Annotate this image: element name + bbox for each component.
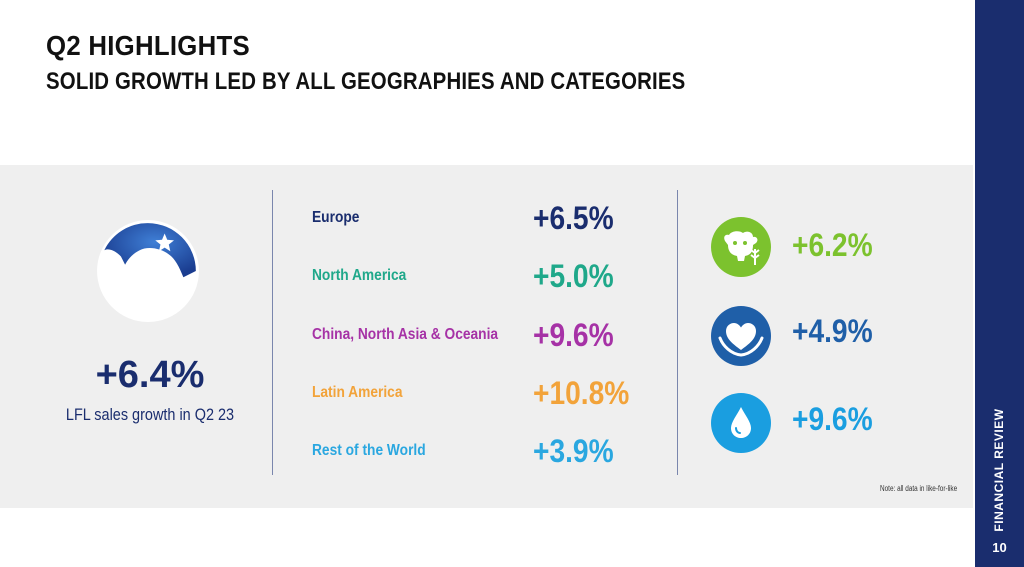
- footnote: Note: all data in like-for-like: [880, 484, 958, 493]
- heart-hands-icon: [711, 306, 771, 366]
- category-value-heart-hands: +4.9%: [792, 313, 873, 349]
- region-value-europe: +6.5%: [533, 200, 614, 236]
- hero-growth-value: +6.4%: [95, 354, 205, 396]
- region-label-rest-of-world: Rest of the World: [312, 442, 426, 459]
- section-label-text: FINANCIAL REVIEW: [992, 408, 1006, 532]
- region-value-north-america: +5.0%: [533, 258, 614, 294]
- region-value-rest-of-world: +3.9%: [533, 433, 614, 469]
- region-label-europe: Europe: [312, 209, 360, 226]
- region-label-north-america: North America: [312, 267, 407, 284]
- slide-subtitle: SOLID GROWTH LED BY ALL GEOGRAPHIES AND …: [46, 68, 686, 95]
- brand-logo-icon: [97, 220, 199, 322]
- column-divider-right: [677, 190, 678, 475]
- column-divider-left: [272, 190, 273, 475]
- water-drop-icon: [711, 393, 771, 453]
- category-value-water-drop: +9.6%: [792, 401, 873, 437]
- region-value-china-north-asia-oceania: +9.6%: [533, 317, 614, 353]
- region-label-china-north-asia-oceania: China, North Asia & Oceania: [312, 326, 499, 343]
- region-label-latin-america: Latin America: [312, 384, 403, 401]
- category-value-dairy-plant: +6.2%: [792, 227, 873, 263]
- section-sidebar: [975, 0, 1024, 567]
- region-value-latin-america: +10.8%: [533, 375, 630, 411]
- page-number: 10: [992, 540, 1007, 555]
- dairy-plant-icon: [711, 217, 771, 277]
- hero-growth-label: LFL sales growth in Q2 23: [65, 405, 235, 424]
- slide-title: Q2 HIGHLIGHTS: [46, 30, 250, 61]
